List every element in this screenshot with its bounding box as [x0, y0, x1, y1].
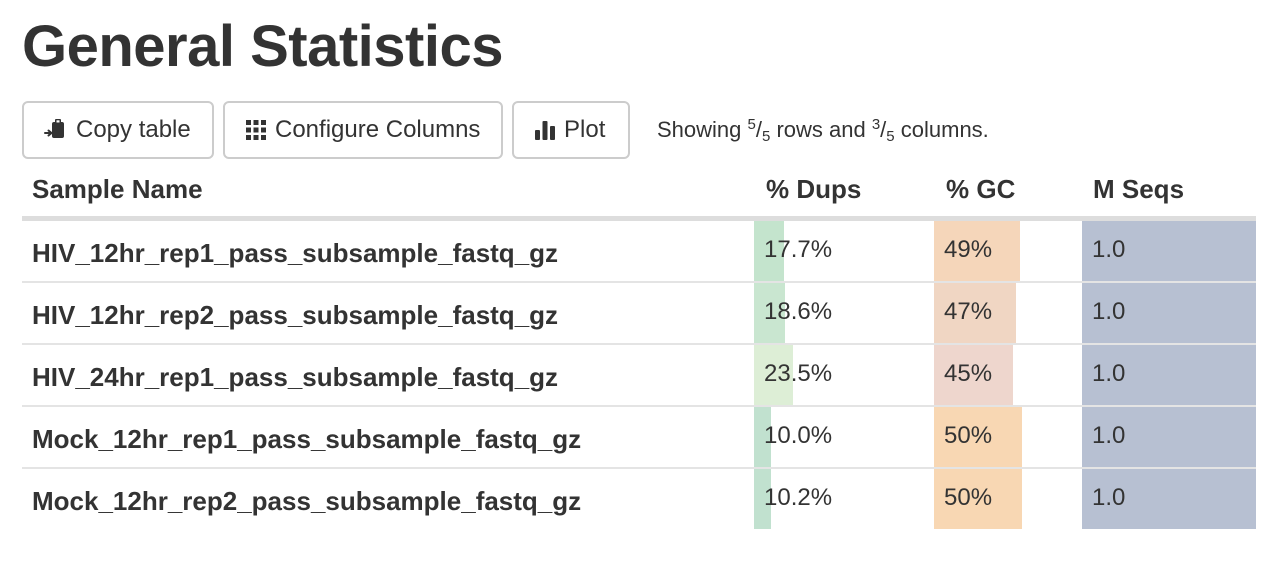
sample-name-cell: HIV_12hr_rep1_pass_subsample_fastq_gz: [32, 238, 559, 268]
gc-value: 47%: [944, 298, 993, 325]
dups-bar: [754, 407, 771, 467]
dups-cell: 23.5%: [754, 345, 922, 405]
gc-value: 50%: [944, 422, 993, 449]
m-seqs-bar: [1082, 345, 1256, 405]
dups-cell: 10.2%: [754, 469, 922, 529]
m-seqs-value: 1.0: [1092, 360, 1126, 387]
configure-columns-button[interactable]: Configure Columns: [223, 101, 503, 159]
showing-rows-columns-text: Showing 5/5 rows and 3/5 columns.: [657, 115, 989, 145]
cols-shown-count: 3: [871, 115, 881, 133]
clipboard-icon: [44, 118, 68, 142]
dups-bar: [754, 283, 786, 343]
m-seqs-value: 1.0: [1092, 422, 1126, 449]
rows-word: rows and: [770, 116, 872, 142]
table-row: Mock_12hr_rep2_pass_subsample_fastq_gz 1…: [22, 469, 1256, 529]
sample-name-cell: Mock_12hr_rep1_pass_subsample_fastq_gz: [32, 424, 582, 454]
dups-bar: [754, 469, 772, 529]
dups-bar: [754, 221, 784, 281]
sample-name-cell: HIV_12hr_rep2_pass_subsample_fastq_gz: [32, 300, 559, 330]
table-toolbar: Copy table Configure Columns: [22, 100, 989, 160]
grid-icon: [245, 119, 267, 141]
column-header-sample-name[interactable]: Sample Name: [32, 174, 203, 204]
m-seqs-value: 1.0: [1092, 484, 1126, 511]
rows-shown-count: 5: [747, 115, 756, 133]
column-header-dups[interactable]: % Dups: [766, 174, 862, 204]
m-seqs-cell: 1.0: [1082, 345, 1256, 405]
table-row: HIV_24hr_rep1_pass_subsample_fastq_gz 23…: [22, 345, 1256, 407]
table-header: Sample Name % Dups % GC M Seqs: [22, 164, 1256, 221]
gc-cell: 47%: [934, 283, 1074, 343]
configure-columns-label: Configure Columns: [275, 116, 481, 143]
dups-bar: [754, 345, 794, 405]
m-seqs-value: 1.0: [1092, 236, 1126, 263]
gc-cell: 50%: [934, 407, 1074, 467]
dups-value: 10.2%: [764, 484, 833, 511]
bar-chart-icon: [534, 119, 556, 141]
general-stats-table: Sample Name % Dups % GC M Seqs HIV_12hr_…: [22, 164, 1256, 529]
rows-total-count: 5: [761, 127, 771, 145]
table-row: Mock_12hr_rep1_pass_subsample_fastq_gz 1…: [22, 407, 1256, 469]
gc-bar: [934, 283, 1017, 343]
gc-value: 50%: [944, 484, 993, 511]
m-seqs-cell: 1.0: [1082, 283, 1256, 343]
dups-value: 18.6%: [764, 298, 833, 325]
column-header-gc[interactable]: % GC: [946, 174, 1016, 204]
m-seqs-cell: 1.0: [1082, 469, 1256, 529]
m-seqs-value: 1.0: [1092, 298, 1126, 325]
gc-cell: 49%: [934, 221, 1074, 281]
sample-name-cell: HIV_24hr_rep1_pass_subsample_fastq_gz: [32, 362, 559, 392]
dups-value: 10.0%: [764, 422, 833, 449]
column-header-m-seqs[interactable]: M Seqs: [1093, 174, 1185, 204]
table-row: HIV_12hr_rep1_pass_subsample_fastq_gz 17…: [22, 221, 1256, 283]
gc-bar: [934, 469, 1022, 529]
sample-name-cell: Mock_12hr_rep2_pass_subsample_fastq_gz: [32, 486, 582, 516]
showing-prefix: Showing: [657, 116, 748, 142]
m-seqs-cell: 1.0: [1082, 407, 1256, 467]
gc-cell: 50%: [934, 469, 1074, 529]
m-seqs-bar: [1082, 407, 1256, 467]
table-body: HIV_12hr_rep1_pass_subsample_fastq_gz 17…: [22, 221, 1256, 529]
dups-cell: 10.0%: [754, 407, 922, 467]
gc-value: 45%: [944, 360, 993, 387]
gc-bar: [934, 407, 1022, 467]
m-seqs-cell: 1.0: [1082, 221, 1256, 281]
gc-bar: [934, 221, 1020, 281]
dups-cell: 17.7%: [754, 221, 922, 281]
copy-table-button[interactable]: Copy table: [22, 101, 214, 159]
table-row: HIV_12hr_rep2_pass_subsample_fastq_gz 18…: [22, 283, 1256, 345]
gc-value: 49%: [944, 236, 993, 263]
gc-cell: 45%: [934, 345, 1074, 405]
gc-bar: [934, 345, 1013, 405]
copy-table-label: Copy table: [76, 116, 191, 143]
page-title: General Statistics: [22, 14, 504, 79]
m-seqs-bar: [1082, 283, 1256, 343]
cols-word: columns.: [894, 116, 989, 142]
plot-button[interactable]: Plot: [512, 101, 630, 159]
cols-total-count: 5: [886, 127, 895, 145]
m-seqs-bar: [1082, 469, 1256, 529]
m-seqs-bar: [1082, 221, 1256, 281]
dups-value: 17.7%: [764, 236, 833, 263]
dups-cell: 18.6%: [754, 283, 922, 343]
plot-label: Plot: [564, 116, 606, 143]
dups-value: 23.5%: [764, 360, 833, 387]
